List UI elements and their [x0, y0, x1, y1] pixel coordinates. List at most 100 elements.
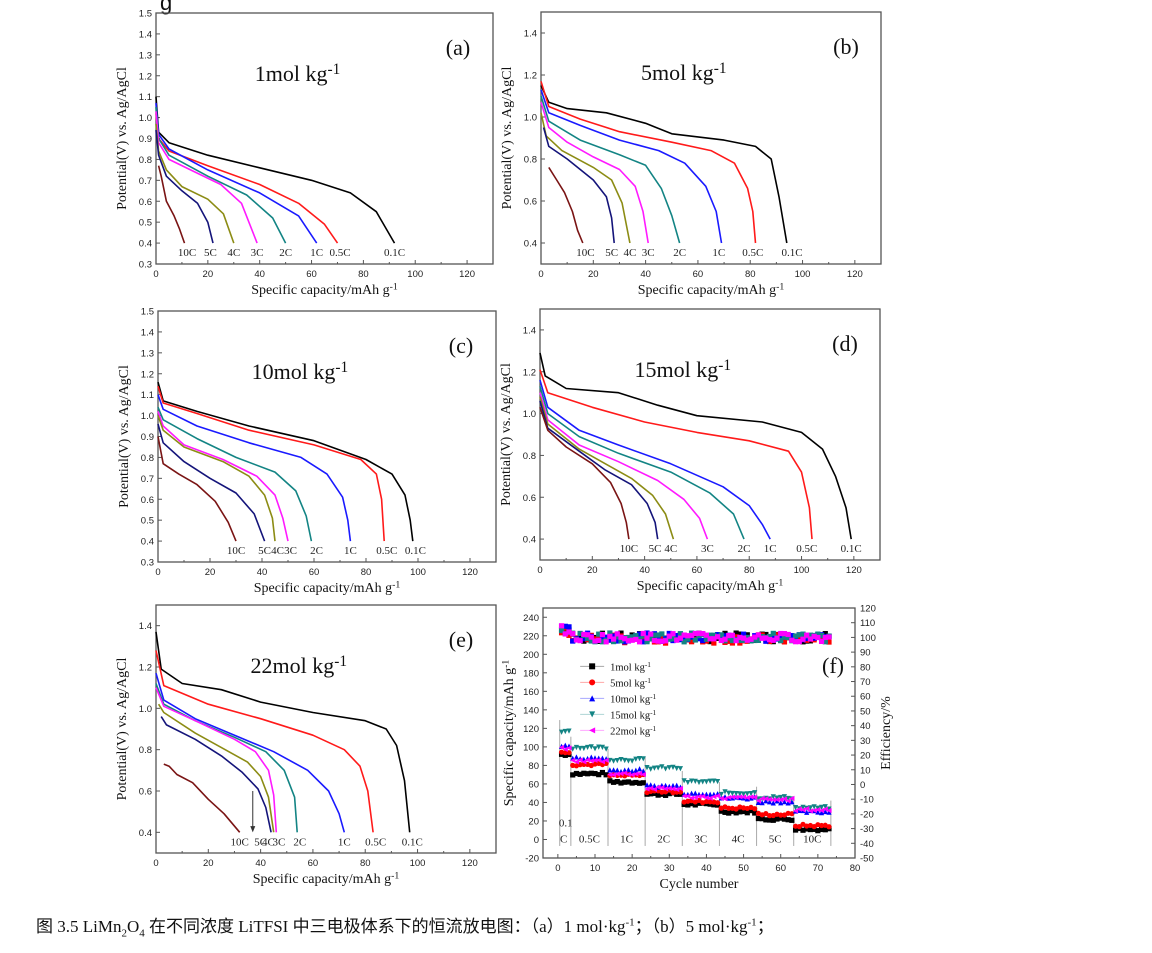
x-tick-label: 20	[205, 567, 216, 578]
efficiency-point	[818, 632, 825, 639]
capacity-point	[662, 786, 669, 792]
rate-label-4C: 4C	[262, 836, 275, 848]
efficiency-point	[566, 632, 572, 638]
capacity-point	[610, 767, 617, 773]
efficiency-point	[685, 636, 691, 642]
x-tick-label: 40	[255, 858, 266, 869]
efficiency-point	[815, 631, 821, 637]
capacity-point	[688, 778, 695, 784]
efficiency-point	[625, 638, 632, 644]
efficiency-point	[666, 633, 672, 639]
efficiency-point	[633, 636, 639, 643]
efficiency-point	[718, 632, 724, 638]
panel-f: 0 10 20 30 40 50 60 70 80-2002040608010012014016…	[501, 604, 894, 893]
y-tick-label: 0.6	[139, 787, 152, 798]
capacity-point	[596, 772, 602, 778]
efficiency-point	[740, 635, 747, 641]
rate-label-2C: 2C	[279, 247, 292, 259]
efficiency-point	[607, 633, 613, 639]
y2-axis-label: Efficiency/%	[879, 696, 894, 770]
efficiency-point	[822, 634, 828, 641]
capacity-point	[610, 772, 617, 778]
capacity-point	[703, 779, 710, 785]
segment-label: 10C	[803, 833, 821, 845]
capacity-point	[755, 798, 762, 804]
capacity-point	[740, 791, 747, 797]
efficiency-point	[659, 631, 665, 637]
x-tick-label: 0	[153, 858, 158, 869]
x-tick-label: 120	[462, 858, 478, 869]
capacity-point	[592, 770, 598, 777]
capacity-point	[822, 806, 828, 812]
segment-label: 2C	[657, 833, 670, 845]
efficiency-point	[618, 638, 624, 644]
efficiency-point	[558, 623, 565, 629]
rate-label-5C: 5C	[649, 543, 662, 555]
efficiency-point	[614, 634, 620, 640]
series-line-0.1C	[157, 381, 414, 542]
x-tick-label: 40	[640, 269, 651, 280]
efficiency-point	[778, 637, 784, 644]
y-tick-label: 100	[523, 742, 539, 753]
rate-label-2C: 2C	[738, 543, 751, 555]
segment-label: 0.1	[559, 818, 573, 830]
capacity-point	[688, 795, 695, 801]
y-tick-label: 1.4	[523, 325, 536, 336]
capacity-point	[722, 809, 728, 815]
x-tick-label: 10	[590, 863, 601, 874]
rate-label-0.1C: 0.1C	[405, 545, 426, 557]
efficiency-point	[770, 630, 776, 637]
x-tick-label: 80	[744, 565, 755, 576]
y-tick-label: 60	[528, 779, 539, 790]
segment-label: 3C	[694, 833, 707, 845]
panel-e: 0 20 40 60 80 100 120 0.4 0.6 0.8 1.0 1.2 1.4 Specifi…	[115, 604, 497, 887]
series-line-10C	[157, 165, 186, 244]
capacity-point	[644, 786, 650, 792]
rate-label-0.5C: 0.5C	[376, 545, 397, 557]
capacity-point	[818, 804, 825, 810]
concentration-title: 22mol kg-1	[251, 653, 348, 678]
capacity-point	[796, 806, 802, 812]
capacity-point	[581, 745, 587, 752]
y-tick-label: 240	[523, 613, 539, 624]
efficiency-point	[778, 634, 784, 641]
rate-label-3C: 3C	[701, 543, 714, 555]
capacity-point	[558, 744, 565, 751]
efficiency-point	[807, 632, 814, 638]
capacity-point	[811, 804, 817, 810]
x-tick-label: 20	[203, 858, 214, 869]
efficiency-point	[640, 630, 646, 637]
plot-frame	[542, 607, 856, 859]
efficiency-point	[596, 637, 602, 644]
capacity-point	[733, 810, 739, 816]
rate-label-0.1C: 0.1C	[782, 247, 803, 259]
capacity-point	[622, 757, 628, 764]
capacity-point	[778, 812, 784, 818]
capacity-point	[566, 728, 572, 734]
efficiency-point	[636, 639, 643, 645]
efficiency-point	[596, 634, 602, 640]
capacity-point	[696, 800, 702, 806]
y-tick-label: 180	[523, 668, 539, 679]
efficiency-point	[651, 637, 658, 644]
y-tick-label: 1.4	[139, 29, 152, 40]
series-line-1C	[539, 379, 771, 540]
efficiency-point	[596, 631, 602, 637]
y-tick-label: 40	[528, 798, 539, 809]
capacity-point	[670, 786, 676, 792]
efficiency-point	[781, 639, 788, 645]
segment-label: 1C	[620, 833, 633, 845]
capacity-point	[815, 807, 821, 813]
legend-marker	[589, 711, 596, 718]
y-tick-label: 0.8	[141, 453, 154, 464]
efficiency-point	[707, 636, 713, 642]
x-tick-label: 100	[407, 269, 423, 280]
y-tick-label: 0.6	[139, 197, 152, 208]
efficiency-point	[800, 636, 806, 642]
efficiency-point	[744, 637, 750, 643]
efficiency-point	[581, 636, 587, 642]
y-tick-label: 1.5	[139, 9, 152, 20]
legend-label: 5mol kg-1	[610, 676, 651, 689]
concentration-title: 10mol kg-1	[252, 359, 349, 384]
series-15mol-kg	[558, 627, 832, 812]
